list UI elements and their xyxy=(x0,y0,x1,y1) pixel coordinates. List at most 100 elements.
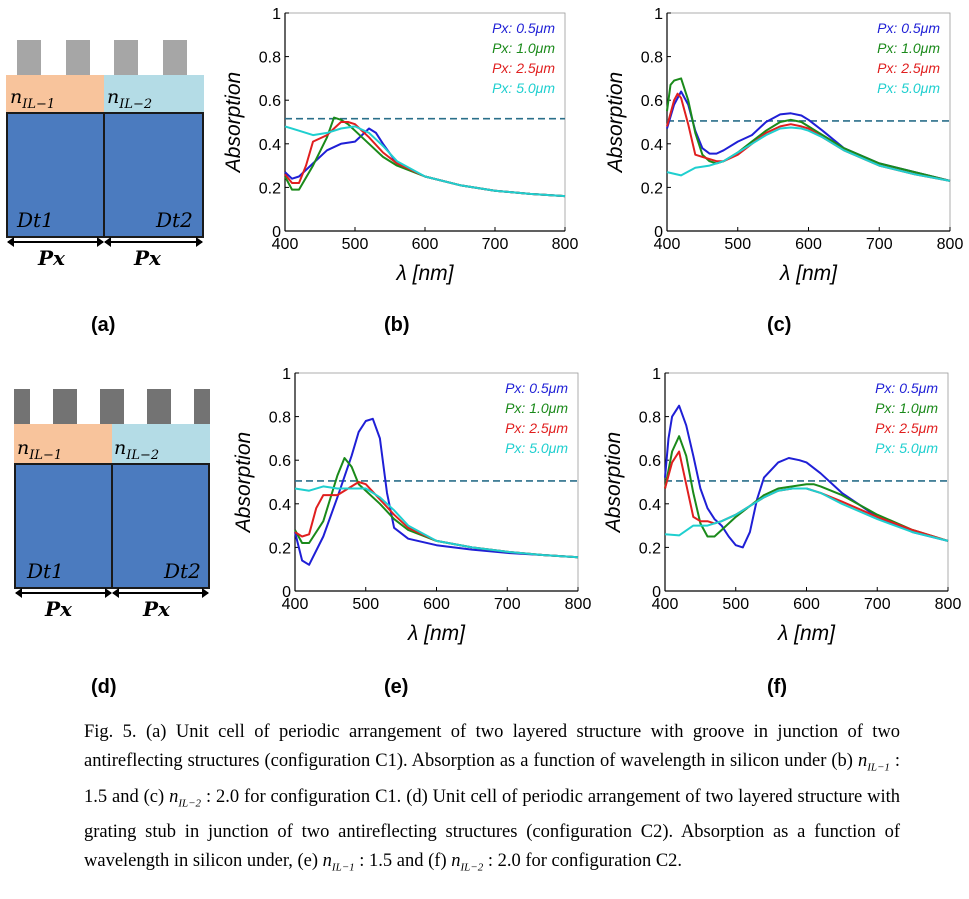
legend-entry: Px: 0.5μm xyxy=(505,380,568,396)
dt2-label: Dt2 xyxy=(164,559,201,583)
grating-stub xyxy=(114,40,138,75)
grating-stub xyxy=(14,389,30,424)
x-tick-label: 500 xyxy=(352,596,379,613)
y-tick-label: 0.6 xyxy=(259,93,281,110)
caption-text-1: Fig. 5. (a) Unit cell of periodic arrang… xyxy=(84,722,900,771)
px-label-2: Px xyxy=(134,246,161,270)
x-axis-label: λ [nm] xyxy=(777,622,836,645)
y-tick-label: 0.2 xyxy=(641,180,663,197)
dt1-label: Dt1 xyxy=(17,208,54,232)
x-tick-label: 500 xyxy=(342,236,369,253)
grating-stub xyxy=(17,40,41,75)
y-tick-label: 0 xyxy=(654,224,663,241)
x-tick-label: 400 xyxy=(272,236,299,253)
caption-text-4: and (f) xyxy=(396,851,447,872)
y-tick-label: 0.4 xyxy=(641,137,663,154)
y-tick-label: 1 xyxy=(652,366,661,383)
caption-value-1: : 1.5 xyxy=(84,751,901,807)
legend-entry: Px: 1.0μm xyxy=(492,40,555,56)
figure-caption: Fig. 5. (a) Unit cell of periodic arrang… xyxy=(84,718,900,883)
legend-entry: Px: 5.0μm xyxy=(492,80,555,96)
legend-entry: Px: 5.0μm xyxy=(875,440,938,456)
grating-stub xyxy=(194,389,210,424)
caption-value-3: : 1.5 xyxy=(359,851,393,872)
y-tick-label: 0 xyxy=(282,584,291,601)
series-line-4 xyxy=(284,125,566,198)
x-tick-label: 500 xyxy=(722,596,749,613)
antireflection-layer-1 xyxy=(6,75,104,113)
y-tick-label: 0.8 xyxy=(259,50,281,67)
y-axis-label: Absorption xyxy=(602,432,625,534)
grating-stub xyxy=(53,389,77,424)
n-il-2-label: nIL−2 xyxy=(107,86,153,112)
y-tick-label: 0.4 xyxy=(639,497,661,514)
grating-stub xyxy=(100,389,124,424)
y-tick-label: 1 xyxy=(654,6,663,23)
grating-stub xyxy=(66,40,90,75)
series-line-1 xyxy=(294,417,579,566)
caption-text-5: for configuration C2. xyxy=(525,851,683,872)
legend-entry: Px: 2.5μm xyxy=(877,60,940,76)
period-arrow-2 xyxy=(112,588,209,598)
antireflection-layer-2 xyxy=(112,424,210,464)
y-tick-label: 0.4 xyxy=(259,137,281,154)
caption-value-4: : 2.0 xyxy=(487,851,521,872)
y-tick-label: 0.4 xyxy=(269,497,291,514)
legend-entry: Px: 1.0μm xyxy=(875,400,938,416)
caption-n-il-2: nIL−2 xyxy=(169,786,202,810)
panel-label-d: (d) xyxy=(91,676,117,698)
x-axis-label: λ [nm] xyxy=(407,622,466,645)
n-il-1-label: nIL−1 xyxy=(17,437,63,463)
y-tick-label: 0.2 xyxy=(269,540,291,557)
grating-stub xyxy=(147,389,171,424)
x-tick-label: 400 xyxy=(654,236,681,253)
dt2-label: Dt2 xyxy=(156,208,193,232)
n-il-1-label: nIL−1 xyxy=(10,86,56,112)
series-line-4 xyxy=(664,487,949,542)
x-tick-label: 700 xyxy=(866,236,893,253)
x-tick-label: 800 xyxy=(937,236,964,253)
unit-cell-d: nIL−1 nIL−2 Dt1 Dt2 Px Px xyxy=(0,360,220,660)
y-tick-label: 1 xyxy=(272,6,281,23)
y-tick-label: 0.8 xyxy=(641,50,663,67)
period-arrow-1 xyxy=(15,588,112,598)
y-tick-label: 0.2 xyxy=(639,540,661,557)
antireflection-layer-1 xyxy=(14,424,112,464)
silicon-substrate xyxy=(6,112,204,238)
caption-n-il-1: nIL−1 xyxy=(322,851,355,875)
legend-entry: Px: 2.5μm xyxy=(492,60,555,76)
unit-cell-a: nIL−1 nIL−2 Dt1 Dt2 Px Px xyxy=(0,0,220,300)
y-axis-label: Absorption xyxy=(232,432,255,534)
x-tick-label: 800 xyxy=(935,596,962,613)
y-axis-label: Absorption xyxy=(222,72,245,174)
y-tick-label: 1 xyxy=(282,366,291,383)
panel-label-e: (e) xyxy=(384,676,409,698)
antireflection-layer-2 xyxy=(104,75,204,113)
caption-text-2: and (c) xyxy=(112,786,165,807)
x-tick-label: 500 xyxy=(724,236,751,253)
x-tick-label: 600 xyxy=(423,596,450,613)
junction-divider xyxy=(103,112,105,238)
legend-entry: Px: 5.0μm xyxy=(505,440,568,456)
legend-entry: Px: 2.5μm xyxy=(875,420,938,436)
x-tick-label: 400 xyxy=(652,596,679,613)
series-line-3 xyxy=(664,450,949,542)
x-tick-label: 800 xyxy=(552,236,579,253)
x-tick-label: 700 xyxy=(482,236,509,253)
px-label-1: Px xyxy=(38,246,65,270)
panel-label-b: (b) xyxy=(384,314,410,336)
legend-entry: Px: 1.0μm xyxy=(505,400,568,416)
y-tick-label: 0 xyxy=(652,584,661,601)
px-label-1: Px xyxy=(45,597,72,621)
period-arrow-2 xyxy=(104,237,203,247)
panel-label-a: (a) xyxy=(91,314,116,336)
y-axis-label: Absorption xyxy=(604,72,627,174)
x-axis-label: λ [nm] xyxy=(779,262,838,285)
x-tick-label: 800 xyxy=(565,596,592,613)
series-line-1 xyxy=(664,404,949,549)
junction-divider xyxy=(111,463,113,589)
series-line-4 xyxy=(666,126,951,182)
